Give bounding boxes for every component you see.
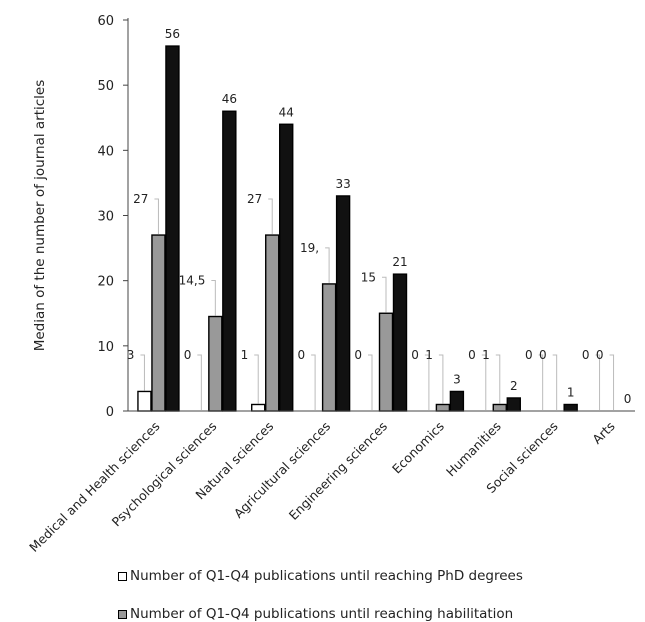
data-label-leader: [538, 354, 544, 410]
bar-s3: [392, 273, 408, 412]
bar-s2: [265, 234, 280, 412]
bar-s2: [435, 403, 451, 412]
data-label-leader: [382, 276, 387, 313]
data-label: 0: [596, 348, 604, 362]
data-label: 46: [222, 92, 237, 106]
legend-label-habilitation: Number of Q1-Q4 publications until reach…: [130, 606, 514, 622]
data-label: 1: [241, 348, 249, 362]
x-category-label: Agricultural sciences: [231, 419, 334, 522]
data-label-leader: [254, 354, 259, 404]
data-label-leader: [211, 280, 216, 316]
data-label-leader: [368, 354, 373, 410]
data-label-leader: [197, 354, 202, 410]
data-label: 56: [165, 27, 180, 41]
bar-s3: [279, 123, 294, 412]
y-tick-label: 60: [97, 14, 114, 29]
y-tick-label: 50: [97, 79, 114, 94]
data-label-leader: [552, 354, 558, 410]
data-label-leader: [595, 354, 601, 410]
data-label: 3: [127, 348, 135, 362]
y-tick-label: 0: [106, 405, 114, 420]
legend-item-habilitation: Number of Q1-Q4 publications until reach…: [118, 606, 513, 622]
y-tick-label: 20: [97, 275, 114, 290]
data-label: 0: [354, 348, 362, 362]
data-label: 27: [133, 192, 148, 206]
data-label: 2: [510, 379, 518, 393]
data-label: 27: [247, 192, 262, 206]
bar-s2: [492, 403, 507, 412]
data-label-leader: [495, 354, 501, 404]
data-label: 0: [525, 348, 533, 362]
legend-item-phd: Number of Q1-Q4 publications until reach…: [118, 568, 523, 584]
data-label: 21: [392, 255, 407, 269]
bar-s1: [251, 403, 266, 412]
bar-s3: [335, 195, 351, 412]
x-category-label: Psychological sciences: [109, 419, 220, 530]
bar-s2: [208, 315, 223, 412]
data-label-leader: [325, 247, 330, 283]
bar-s3: [449, 390, 465, 412]
bar-s2: [151, 234, 166, 412]
data-label-leader: [438, 354, 444, 404]
data-label: 19,: [300, 241, 319, 255]
data-label: 0: [539, 348, 547, 362]
data-label: 1: [482, 348, 490, 362]
data-label-leader: [609, 354, 615, 410]
bar-s1: [137, 390, 152, 412]
data-label: 0: [468, 348, 476, 362]
x-category-label: Engineering sciences: [286, 419, 390, 523]
data-label: 0: [184, 348, 192, 362]
data-label-leader: [268, 198, 273, 235]
data-label: 0: [411, 348, 419, 362]
bar-s3: [165, 45, 180, 412]
data-label: 3: [453, 372, 461, 386]
legend-swatch-phd: [118, 571, 127, 581]
data-label-leader: [424, 354, 430, 410]
x-category-label: Humanities: [443, 419, 504, 480]
y-tick-label: 30: [97, 210, 114, 225]
y-tick-label: 40: [97, 144, 114, 159]
data-label-leader: [481, 354, 487, 410]
data-label: 44: [279, 105, 294, 119]
data-label: 0: [624, 392, 632, 406]
data-label-leader: [140, 354, 145, 391]
data-label: 1: [567, 385, 575, 399]
data-label-leader: [311, 354, 316, 410]
bar-s3: [222, 110, 237, 412]
bar-s3: [563, 403, 578, 412]
bar-s2: [321, 283, 337, 412]
y-axis-title: Median of the number of journal articles: [32, 80, 48, 352]
legend-label-phd: Number of Q1-Q4 publications until reach…: [130, 568, 523, 584]
x-category-label: Arts: [589, 419, 617, 447]
y-tick-label: 10: [97, 340, 114, 355]
data-label: 15: [361, 270, 376, 284]
data-label: 0: [297, 348, 305, 362]
data-label: 14,5: [179, 274, 206, 288]
data-label: 33: [335, 177, 350, 191]
x-category-label: Economics: [389, 419, 447, 477]
data-label: 1: [425, 348, 433, 362]
legend-swatch-habilitation: [118, 609, 127, 619]
data-label-leader: [154, 198, 159, 235]
data-label: 0: [582, 348, 590, 362]
bar-s3: [506, 397, 521, 412]
bar-s2: [378, 312, 394, 412]
